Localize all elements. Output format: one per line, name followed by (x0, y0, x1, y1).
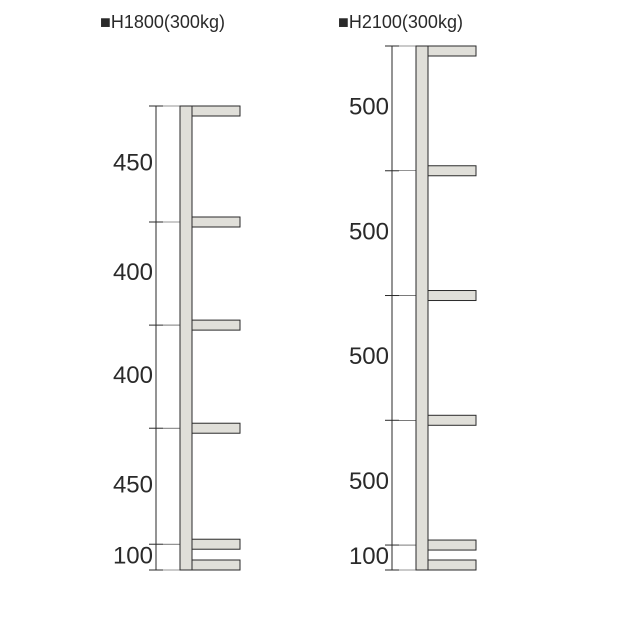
post (416, 46, 428, 570)
shelf (192, 320, 240, 330)
rack-title: ■H1800(300kg) (100, 12, 225, 32)
shelf (428, 166, 476, 176)
dim-label: 450 (113, 472, 153, 499)
rack-title: ■H2100(300kg) (338, 12, 463, 32)
shelf (192, 106, 240, 116)
shelf (428, 291, 476, 301)
shelf (192, 217, 240, 227)
dim-label: 500 (349, 218, 389, 245)
dim-label: 400 (113, 362, 153, 389)
shelf (428, 415, 476, 425)
shelf (428, 46, 476, 56)
dim-label: 500 (349, 343, 389, 370)
dim-label: 500 (349, 468, 389, 495)
dim-label: 100 (113, 542, 153, 569)
shelf (192, 539, 240, 549)
dim-label: 450 (113, 149, 153, 176)
post (180, 106, 192, 570)
shelf (428, 560, 476, 570)
dim-label: 400 (113, 259, 153, 286)
dim-label: 500 (349, 94, 389, 121)
dim-label: 100 (349, 543, 389, 570)
shelf (192, 560, 240, 570)
shelf (428, 540, 476, 550)
shelf (192, 423, 240, 433)
